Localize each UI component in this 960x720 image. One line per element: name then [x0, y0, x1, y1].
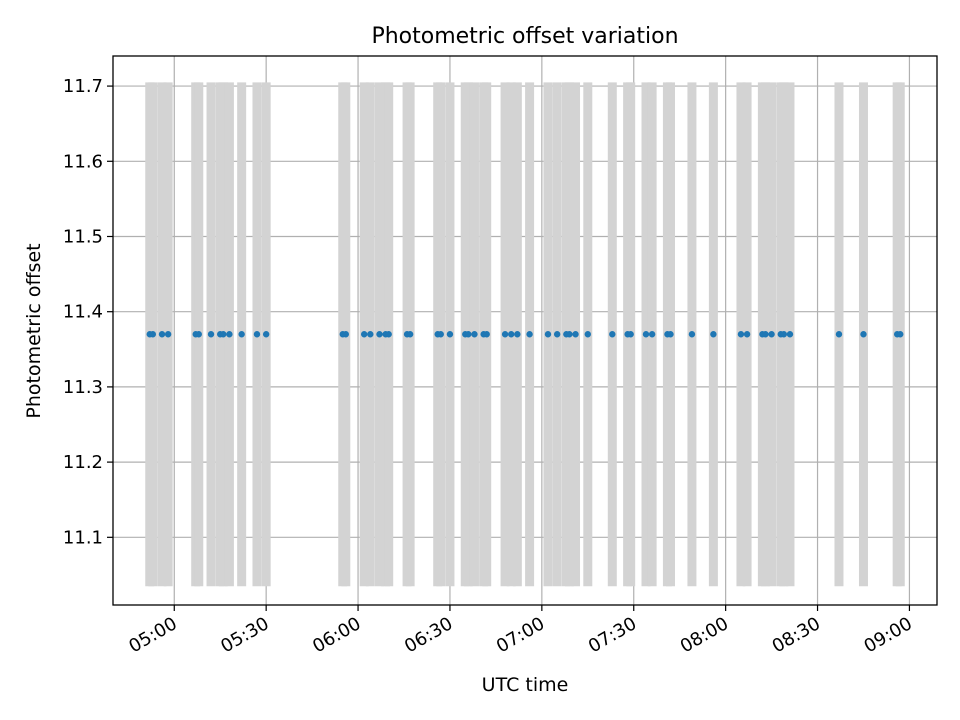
- data-point: [253, 331, 261, 338]
- data-point: [642, 331, 650, 338]
- data-point: [762, 331, 769, 338]
- data-point: [195, 331, 202, 338]
- data-point: [553, 331, 561, 338]
- data-point: [367, 331, 374, 338]
- y-tick-label: 11.7: [63, 76, 103, 97]
- data-point: [465, 331, 472, 338]
- data-point: [572, 331, 579, 338]
- data-point: [149, 331, 157, 338]
- x-tick-label: 07:30: [585, 613, 640, 657]
- data-point: [688, 331, 696, 338]
- data-point: [835, 331, 843, 338]
- data-point: [627, 331, 634, 338]
- data-point: [584, 331, 591, 338]
- data-point: [526, 331, 533, 338]
- y-tick-label: 11.1: [63, 527, 103, 548]
- x-axis-label: UTC time: [482, 674, 569, 696]
- data-point: [471, 331, 478, 338]
- plot-border: [112, 55, 938, 606]
- x-tick-label: 09:00: [861, 613, 916, 657]
- data-point: [437, 331, 444, 338]
- data-point: [710, 331, 717, 338]
- x-tick-label: 05:00: [125, 613, 180, 657]
- data-point: [566, 331, 573, 338]
- data-point: [768, 331, 775, 338]
- y-tick-label: 11.5: [63, 226, 103, 247]
- data-point: [737, 331, 745, 338]
- data-point: [648, 331, 656, 338]
- y-tick-label: 11.2: [63, 452, 103, 473]
- grid: [113, 56, 937, 605]
- x-tick-label: 06:00: [309, 613, 364, 657]
- data-points: [146, 331, 904, 338]
- data-point: [207, 331, 215, 338]
- data-point: [406, 331, 414, 338]
- data-point: [483, 331, 490, 338]
- data-point: [238, 331, 245, 338]
- data-point: [385, 331, 392, 338]
- x-tick-label: 08:30: [769, 613, 824, 657]
- data-point: [544, 331, 552, 338]
- data-point: [514, 331, 521, 338]
- data-point: [501, 331, 509, 338]
- x-tick-label: 06:30: [401, 613, 456, 657]
- data-point: [609, 331, 616, 338]
- chart-title: Photometric offset variation: [371, 24, 678, 49]
- x-tick-label: 07:00: [493, 613, 548, 657]
- data-point: [743, 331, 751, 338]
- data-point: [220, 331, 227, 338]
- data-point: [780, 331, 788, 338]
- data-point: [342, 331, 350, 338]
- data-point: [360, 331, 368, 338]
- y-tick-label: 11.3: [63, 377, 103, 398]
- x-tick-label: 08:00: [677, 613, 732, 657]
- data-point: [376, 331, 383, 338]
- y-axis-label: Photometric offset: [23, 243, 45, 418]
- plot-frame: [112, 55, 938, 606]
- data-point: [897, 331, 904, 338]
- data-point: [508, 331, 515, 338]
- data-point: [667, 331, 674, 338]
- y-tick-label: 11.6: [63, 151, 103, 172]
- data-point: [164, 331, 172, 338]
- data-point: [226, 331, 233, 338]
- y-tick-label: 11.4: [63, 302, 103, 323]
- data-point: [446, 331, 454, 338]
- data-point: [860, 331, 867, 338]
- x-tick-label: 05:30: [217, 613, 272, 657]
- data-point: [262, 331, 270, 338]
- data-point: [786, 331, 794, 338]
- data-point: [158, 331, 166, 338]
